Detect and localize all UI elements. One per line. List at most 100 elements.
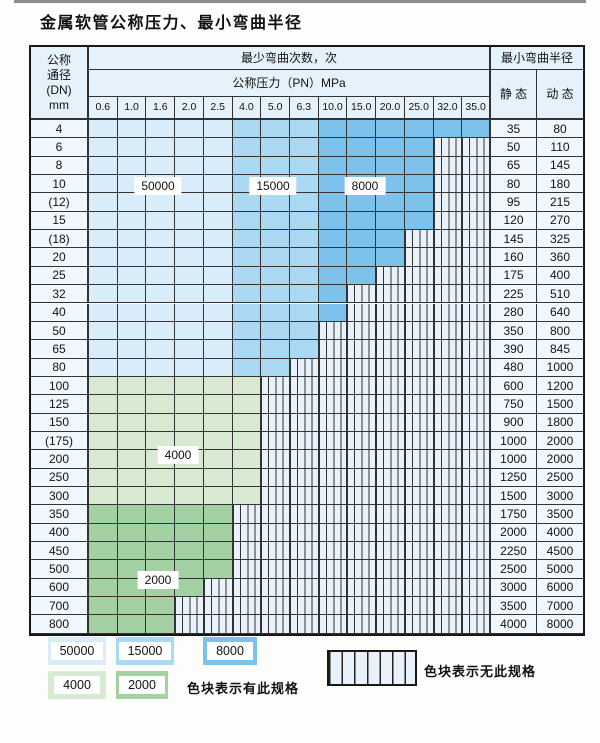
no-spec-cell <box>376 505 405 524</box>
spec-cell <box>146 193 176 212</box>
spec-cell <box>175 266 204 286</box>
no-spec-cell <box>232 523 262 543</box>
no-spec-cell <box>404 266 434 286</box>
spec-cell <box>117 138 147 157</box>
spec-cell <box>203 230 233 249</box>
dynamic-value-cell: 145 <box>537 156 583 176</box>
static-value-cell: 1250 <box>491 468 537 487</box>
cycle-count-label: 2000 <box>137 571 179 589</box>
dynamic-value-cell: 2500 <box>537 468 583 487</box>
spec-cell <box>175 395 204 414</box>
no-spec-cell <box>376 542 405 561</box>
spec-cell <box>175 303 204 322</box>
spec-cell <box>318 285 348 304</box>
static-value-cell: 2250 <box>491 542 537 561</box>
no-spec-cell <box>376 468 405 487</box>
pressure-tick: 2.5 <box>203 97 233 120</box>
no-spec-cell <box>347 578 377 598</box>
legend-swatch-label: 4000 <box>54 676 100 694</box>
no-spec-cell <box>404 615 434 634</box>
pressure-tick: 1.0 <box>117 97 147 120</box>
static-value-cell: 65 <box>491 156 537 176</box>
no-spec-cell <box>462 340 491 359</box>
no-spec-cell <box>347 413 377 432</box>
spec-cell <box>261 138 290 157</box>
no-spec-cell <box>261 487 290 506</box>
no-spec-cell <box>433 468 463 487</box>
spec-cell <box>117 413 147 432</box>
no-spec-cell <box>261 431 290 451</box>
spec-cell <box>117 505 147 524</box>
no-spec-cell <box>376 578 405 598</box>
no-spec-cell <box>289 468 319 487</box>
no-spec-cell <box>404 230 434 249</box>
spec-cell <box>376 230 405 249</box>
spec-cell <box>232 468 262 487</box>
no-spec-cell <box>232 597 262 616</box>
spec-cell <box>261 321 290 341</box>
no-spec-cell <box>318 615 348 634</box>
spec-cell <box>89 578 118 598</box>
no-spec-cell <box>433 560 463 579</box>
no-spec-cell <box>404 560 434 579</box>
spec-cell <box>289 138 319 157</box>
spec-cell <box>117 615 147 634</box>
static-value-cell: 145 <box>491 230 537 249</box>
spec-cell <box>175 578 204 598</box>
no-spec-cell <box>203 615 233 634</box>
spec-cell <box>89 358 118 377</box>
spec-cell <box>433 120 463 139</box>
spec-cell <box>203 266 233 286</box>
spec-cell <box>175 413 204 432</box>
pressure-tick: 15.0 <box>347 97 377 120</box>
spec-cell <box>347 230 377 249</box>
spec-cell <box>146 395 176 414</box>
spec-cell <box>175 523 204 543</box>
spec-cell <box>117 395 147 414</box>
spec-cell <box>146 468 176 487</box>
no-spec-cell <box>261 542 290 561</box>
spec-cell <box>347 138 377 157</box>
no-spec-cell <box>404 487 434 506</box>
spec-cell <box>89 468 118 487</box>
static-value-cell: 3500 <box>491 597 537 616</box>
no-spec-cell <box>376 321 405 341</box>
spec-cell <box>376 211 405 231</box>
no-spec-cell <box>347 450 377 469</box>
static-value-cell: 350 <box>491 321 537 341</box>
dynamic-value-cell: 80 <box>537 120 583 139</box>
no-spec-cell <box>347 321 377 341</box>
no-spec-cell <box>376 450 405 469</box>
spec-cell <box>117 230 147 249</box>
no-spec-cell <box>232 578 262 598</box>
spec-cell <box>347 156 377 176</box>
spec-cell <box>318 230 348 249</box>
spec-cell <box>89 120 118 139</box>
no-spec-cell <box>404 340 434 359</box>
no-spec-cell <box>347 523 377 543</box>
cycle-count-label: 4000 <box>157 446 199 464</box>
no-spec-cell <box>318 468 348 487</box>
spec-cell <box>89 175 118 194</box>
spec-cell <box>89 156 118 176</box>
spec-cell <box>203 193 233 212</box>
no-spec-cell <box>462 413 491 432</box>
spec-cell <box>289 156 319 176</box>
no-spec-cell <box>462 303 491 322</box>
no-spec-cell <box>433 431 463 451</box>
static-value-cell: 95 <box>491 193 537 212</box>
spec-cell <box>146 321 176 341</box>
legend-swatch: 4000 <box>48 671 106 699</box>
no-spec-cell <box>376 560 405 579</box>
no-spec-cell <box>433 193 463 212</box>
spec-cell <box>232 266 262 286</box>
no-spec-cell <box>347 615 377 634</box>
no-spec-cell <box>318 578 348 598</box>
spec-cell <box>232 156 262 176</box>
no-spec-cell <box>462 230 491 249</box>
no-spec-cell <box>404 285 434 304</box>
static-value-cell: 390 <box>491 340 537 359</box>
dynamic-value-cell: 1200 <box>537 376 583 396</box>
no-spec-cell <box>376 487 405 506</box>
